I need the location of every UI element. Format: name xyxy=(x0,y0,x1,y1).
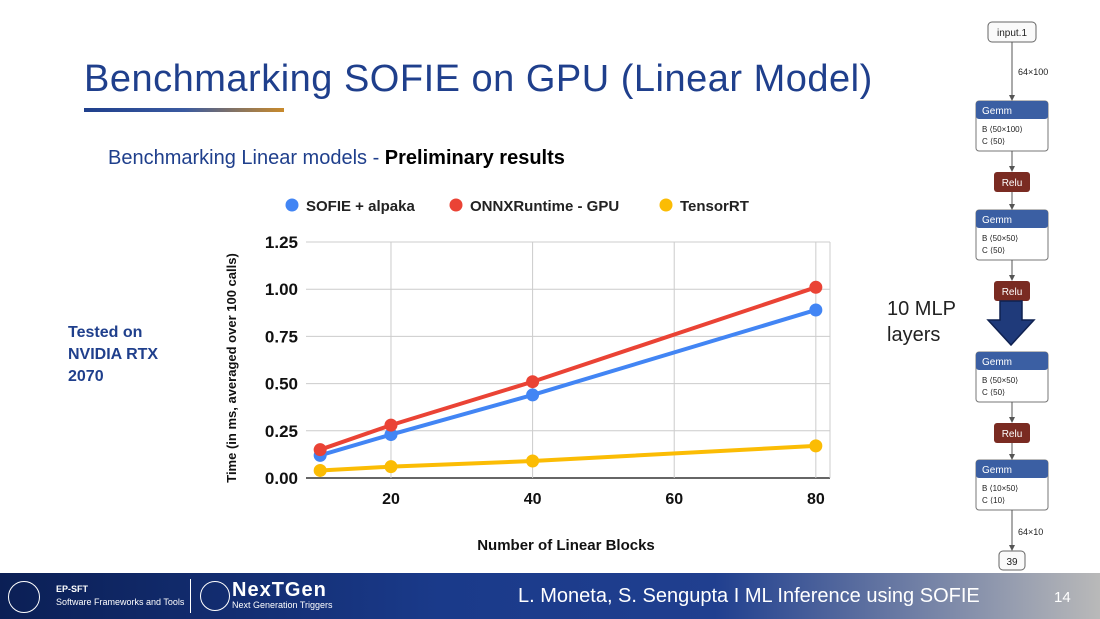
data-point xyxy=(809,280,823,294)
data-point xyxy=(809,439,823,453)
data-point xyxy=(384,418,398,432)
relu-node xyxy=(994,423,1030,443)
org-line1: EP-SFT xyxy=(56,584,89,594)
title-underline xyxy=(84,108,284,112)
diagram-arrowhead xyxy=(1009,454,1015,460)
gpu-note-line: NVIDIA RTX xyxy=(68,346,159,363)
diagram-arrowhead xyxy=(1009,166,1015,172)
y-tick-label: 1.25 xyxy=(265,233,298,252)
relu-node-label: Relu xyxy=(1002,287,1023,298)
data-point xyxy=(313,463,327,477)
series-line xyxy=(319,308,817,458)
x-tick-label: 60 xyxy=(665,491,683,508)
page-number: 14 xyxy=(1054,589,1071,606)
y-tick-label: 0.75 xyxy=(265,327,298,346)
diagram-arrowhead xyxy=(1009,545,1015,551)
input-dim-label: 64×100 xyxy=(1018,67,1048,77)
legend-label: TensorRT xyxy=(680,198,749,215)
diagram-arrowhead xyxy=(1009,95,1015,101)
output-node xyxy=(998,550,1026,571)
elided-layers-arrow-icon xyxy=(986,300,1036,347)
x-tick-label: 80 xyxy=(807,491,825,508)
nextgen-logo-icon xyxy=(200,581,230,611)
benchmark-chart: 0.00 0.25 0.50 0.75 1.00 1.25 20 40 60 80 Number o… xyxy=(224,21,1049,571)
y-axis-label: Time (in ms, averaged over 100 calls) xyxy=(224,253,239,483)
data-point xyxy=(526,375,540,389)
gpu-note: Tested on NVIDIA RTX 2070 xyxy=(68,322,188,388)
y-tick-label: 0.00 xyxy=(265,469,298,488)
relu-node-label: Relu xyxy=(1002,429,1023,440)
output-dim-label: 64×10 xyxy=(1018,527,1043,537)
diagram-arrowhead xyxy=(1009,417,1015,423)
gemm-node-header xyxy=(976,101,1048,119)
series-line xyxy=(319,285,817,452)
y-tick-label: 1.00 xyxy=(265,280,298,299)
x-tick-label: 20 xyxy=(382,491,400,508)
slide-title: Benchmarking SOFIE on GPU (Linear Model) xyxy=(84,58,873,100)
mlp-layers-note: 10 MLP layers xyxy=(887,296,956,348)
org-line2: Software Frameworks and Tools xyxy=(56,597,185,607)
legend-marker xyxy=(449,198,463,212)
diagram-arrowhead xyxy=(1009,204,1015,210)
data-point xyxy=(526,454,540,468)
gemm-param-b: B ⟨10×50⟩ xyxy=(982,484,1018,493)
footer-divider xyxy=(190,579,191,613)
legend-marker xyxy=(285,198,299,212)
gemm-node-title: Gemm xyxy=(982,215,1012,226)
relu-node xyxy=(994,172,1030,192)
data-point xyxy=(313,443,327,457)
output-node-label: 39 xyxy=(1006,557,1018,568)
nextgen-brand: NexTGen Next Generation Triggers xyxy=(232,579,333,610)
input-node-label: input.1 xyxy=(997,28,1027,39)
gemm-param-c: C ⟨10⟩ xyxy=(982,496,1005,505)
gemm-param-c: C ⟨50⟩ xyxy=(982,137,1005,146)
x-tick-label: 40 xyxy=(524,491,542,508)
subtitle-bold: Preliminary results xyxy=(384,147,565,169)
mlp-note-line: layers xyxy=(887,324,941,346)
legend-label: ONNXRuntime - GPU xyxy=(470,198,619,215)
footer-bar: EP-SFT Software Frameworks and Tools Nex… xyxy=(0,573,1100,619)
gpu-note-line: 2070 xyxy=(68,368,104,385)
gemm-param-c: C ⟨50⟩ xyxy=(982,246,1005,255)
nextgen-name: NexTGen xyxy=(232,579,327,601)
gemm-param-b: B ⟨50×50⟩ xyxy=(982,376,1018,385)
gemm-node-title: Gemm xyxy=(982,465,1012,476)
cern-logo-icon xyxy=(8,581,40,613)
gemm-node-title: Gemm xyxy=(982,106,1012,117)
slide-subtitle: Benchmarking Linear models - Preliminary… xyxy=(108,147,565,170)
org-label: EP-SFT Software Frameworks and Tools xyxy=(56,583,184,609)
y-tick-label: 0.25 xyxy=(265,422,298,441)
legend-label: SOFIE + alpaka xyxy=(306,198,415,215)
footer-author: L. Moneta, S. Sengupta I ML Inference us… xyxy=(518,585,980,607)
subtitle-prefix: Benchmarking Linear models - xyxy=(108,147,385,169)
gemm-param-b: B ⟨50×100⟩ xyxy=(982,125,1023,134)
legend-marker xyxy=(659,198,673,212)
gemm-param-b: B ⟨50×50⟩ xyxy=(982,234,1018,243)
gemm-node-header xyxy=(976,460,1048,478)
diagram-arrowhead xyxy=(1009,275,1015,281)
nextgen-tagline: Next Generation Triggers xyxy=(232,600,333,610)
gemm-param-c: C ⟨50⟩ xyxy=(982,388,1005,397)
x-axis-label: Number of Linear Blocks xyxy=(477,537,655,554)
relu-node xyxy=(994,281,1030,301)
gpu-note-line: Tested on xyxy=(68,324,143,341)
y-tick-label: 0.50 xyxy=(265,375,298,394)
data-point xyxy=(384,460,398,474)
series-line xyxy=(320,443,816,473)
mlp-note-line: 10 MLP xyxy=(887,298,956,320)
data-point xyxy=(384,428,398,442)
gemm-node-header xyxy=(976,352,1048,370)
data-point xyxy=(526,388,540,402)
data-point xyxy=(809,303,823,317)
relu-node-label: Relu xyxy=(1002,178,1023,189)
gemm-node-header xyxy=(976,210,1048,228)
gemm-node-title: Gemm xyxy=(982,357,1012,368)
